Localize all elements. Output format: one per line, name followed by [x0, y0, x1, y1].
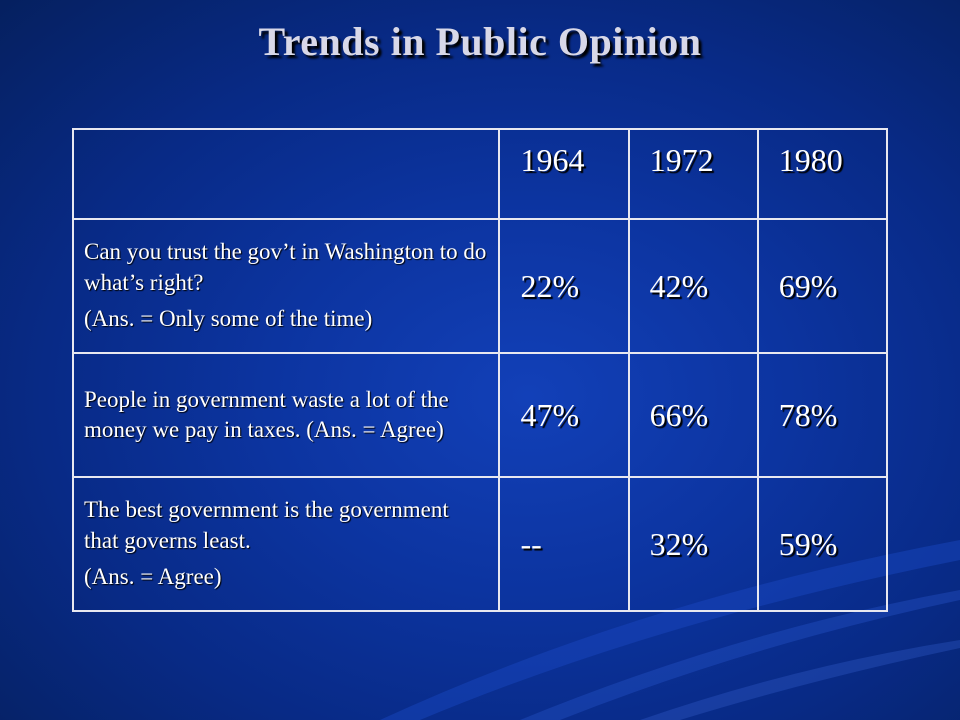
question-cell: People in government waste a lot of the … — [71, 352, 501, 478]
slide-title: Trends in Public Opinion — [258, 19, 702, 64]
year-label: 1972 — [649, 142, 714, 178]
opinion-table: 1964 1972 1980 Can you trust the gov’t i… — [71, 128, 889, 612]
percent-value: 47% — [520, 396, 580, 433]
question-cell: The best government is the government th… — [71, 476, 501, 612]
header-empty-cell — [71, 128, 501, 220]
value-cell: 59% — [756, 476, 889, 612]
question-text: Can you trust the gov’t in Washington to… — [84, 239, 487, 295]
question-text: People in government waste a lot of the … — [84, 386, 449, 442]
percent-value: 69% — [778, 267, 838, 304]
table-row: The best government is the government th… — [71, 476, 889, 612]
question-text: The best government is the government th… — [84, 497, 449, 553]
year-label: 1980 — [778, 142, 843, 178]
percent-value: 59% — [778, 525, 838, 562]
percent-value: -- — [520, 525, 542, 562]
percent-value: 22% — [520, 267, 580, 304]
header-year-cell: 1980 — [756, 128, 889, 220]
value-cell: 69% — [756, 218, 889, 354]
header-year-cell: 1972 — [627, 128, 759, 220]
table-row: People in government waste a lot of the … — [71, 352, 889, 478]
percent-value: 78% — [778, 396, 838, 433]
value-cell: 32% — [627, 476, 759, 612]
percent-value: 42% — [649, 267, 709, 304]
percent-value: 66% — [649, 396, 709, 433]
table-row: Can you trust the gov’t in Washington to… — [71, 218, 889, 354]
year-label: 1964 — [520, 142, 585, 178]
value-cell: -- — [498, 476, 630, 612]
value-cell: 22% — [498, 218, 630, 354]
percent-value: 32% — [649, 525, 709, 562]
value-cell: 78% — [756, 352, 889, 478]
question-cell: Can you trust the gov’t in Washington to… — [71, 218, 501, 354]
answer-note: (Ans. = Only some of the time) — [84, 306, 373, 332]
table-header-row: 1964 1972 1980 — [71, 128, 889, 220]
value-cell: 66% — [627, 352, 759, 478]
value-cell: 42% — [627, 218, 759, 354]
header-year-cell: 1964 — [498, 128, 630, 220]
answer-note: (Ans. = Agree) — [84, 564, 222, 590]
value-cell: 47% — [498, 352, 630, 478]
